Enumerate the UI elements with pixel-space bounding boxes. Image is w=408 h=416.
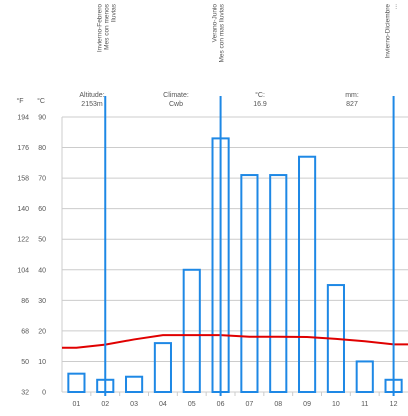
- tick-label-c: 80: [38, 145, 46, 152]
- annotation-line: Mes con menos: [103, 3, 110, 50]
- tick-label-c: 50: [38, 237, 46, 244]
- precipitation-bars: [67, 137, 403, 394]
- tick-label-c: 0: [42, 390, 46, 397]
- annotation-line: Invierno-Diciembre: [385, 4, 392, 59]
- x-tick-label: 05: [188, 401, 196, 408]
- x-tick-label: 09: [303, 401, 311, 408]
- x-tick-label: 03: [130, 401, 138, 408]
- precip-bar: [182, 268, 201, 393]
- precip-bar: [269, 174, 288, 393]
- x-tick-label: 11: [361, 401, 368, 408]
- precip-bar: [67, 372, 86, 393]
- annotations: Invierno-FebreroMes con menoslluvias Vera…: [96, 3, 398, 62]
- tick-label-c: 60: [38, 206, 46, 213]
- celsius-unit-label: °C: [37, 97, 45, 105]
- annotation-line: Mes con mas lluvias: [219, 3, 226, 62]
- tick-label-c: 20: [38, 328, 46, 335]
- annotation-line: Verano-Junio: [212, 4, 219, 43]
- x-tick-label: 06: [217, 401, 225, 408]
- x-tick-label: 12: [390, 401, 398, 408]
- tick-label-f: 104: [17, 267, 29, 274]
- x-tick-label: 08: [274, 401, 282, 408]
- tick-label-c: 30: [38, 298, 46, 305]
- tick-label-f: 50: [21, 359, 29, 366]
- annotation-line: ...: [392, 4, 399, 10]
- annotation-text: Verano-JunioMes con mas lluvias: [212, 3, 226, 62]
- temperature-line-layer: [62, 334, 408, 349]
- tick-label-c: 70: [38, 176, 46, 183]
- tick-label-f: 86: [21, 298, 29, 305]
- annotation-markers: [104, 96, 395, 396]
- annotation-line: lluvias: [110, 3, 117, 22]
- stat-value: 2153m: [81, 101, 103, 108]
- stats-header: Altitude: 2153m Climate: Cwb °C: 16.9 mm: 827: [79, 91, 359, 108]
- stat-label: mm:: [345, 92, 359, 99]
- fahrenheit-unit-label: °F: [16, 97, 23, 105]
- grid-lines: [61, 116, 408, 396]
- annotation-text: Invierno-FebreroMes con menoslluvias: [96, 3, 117, 52]
- tick-label-f: 158: [17, 176, 29, 183]
- stat-label: Altitude:: [79, 92, 104, 99]
- annotation-line: Invierno-Febrero: [96, 4, 103, 52]
- x-tick-label: 01: [73, 401, 81, 408]
- precip-bar: [125, 375, 144, 394]
- stat-value: Cwb: [169, 101, 183, 108]
- x-tick-label: 10: [332, 401, 340, 408]
- tick-label-c: 90: [38, 115, 46, 122]
- x-tick-label: 02: [101, 401, 109, 408]
- tick-label-f: 122: [17, 237, 29, 244]
- tick-label-f: 32: [21, 390, 29, 397]
- tick-label-c: 40: [38, 267, 46, 274]
- stat-value: 16.9: [253, 101, 267, 108]
- stat-label: Climate:: [163, 92, 189, 99]
- tick-label-f: 68: [21, 328, 29, 335]
- tick-label-f: 176: [17, 145, 29, 152]
- annotation-text: Invierno-Diciembre...: [385, 4, 399, 59]
- stat-value: 827: [346, 101, 358, 108]
- precip-bar: [355, 360, 374, 394]
- x-tick-label: 04: [159, 401, 167, 408]
- x-tick-label: 07: [246, 401, 254, 408]
- temperature-line: [62, 334, 408, 349]
- precip-bar: [240, 174, 259, 393]
- tick-label-c: 10: [38, 359, 46, 366]
- precip-bar: [298, 155, 317, 393]
- precip-bar: [153, 342, 172, 394]
- tick-label-f: 194: [17, 115, 29, 122]
- stat-label: °C:: [255, 91, 265, 99]
- tick-label-f: 140: [17, 206, 29, 213]
